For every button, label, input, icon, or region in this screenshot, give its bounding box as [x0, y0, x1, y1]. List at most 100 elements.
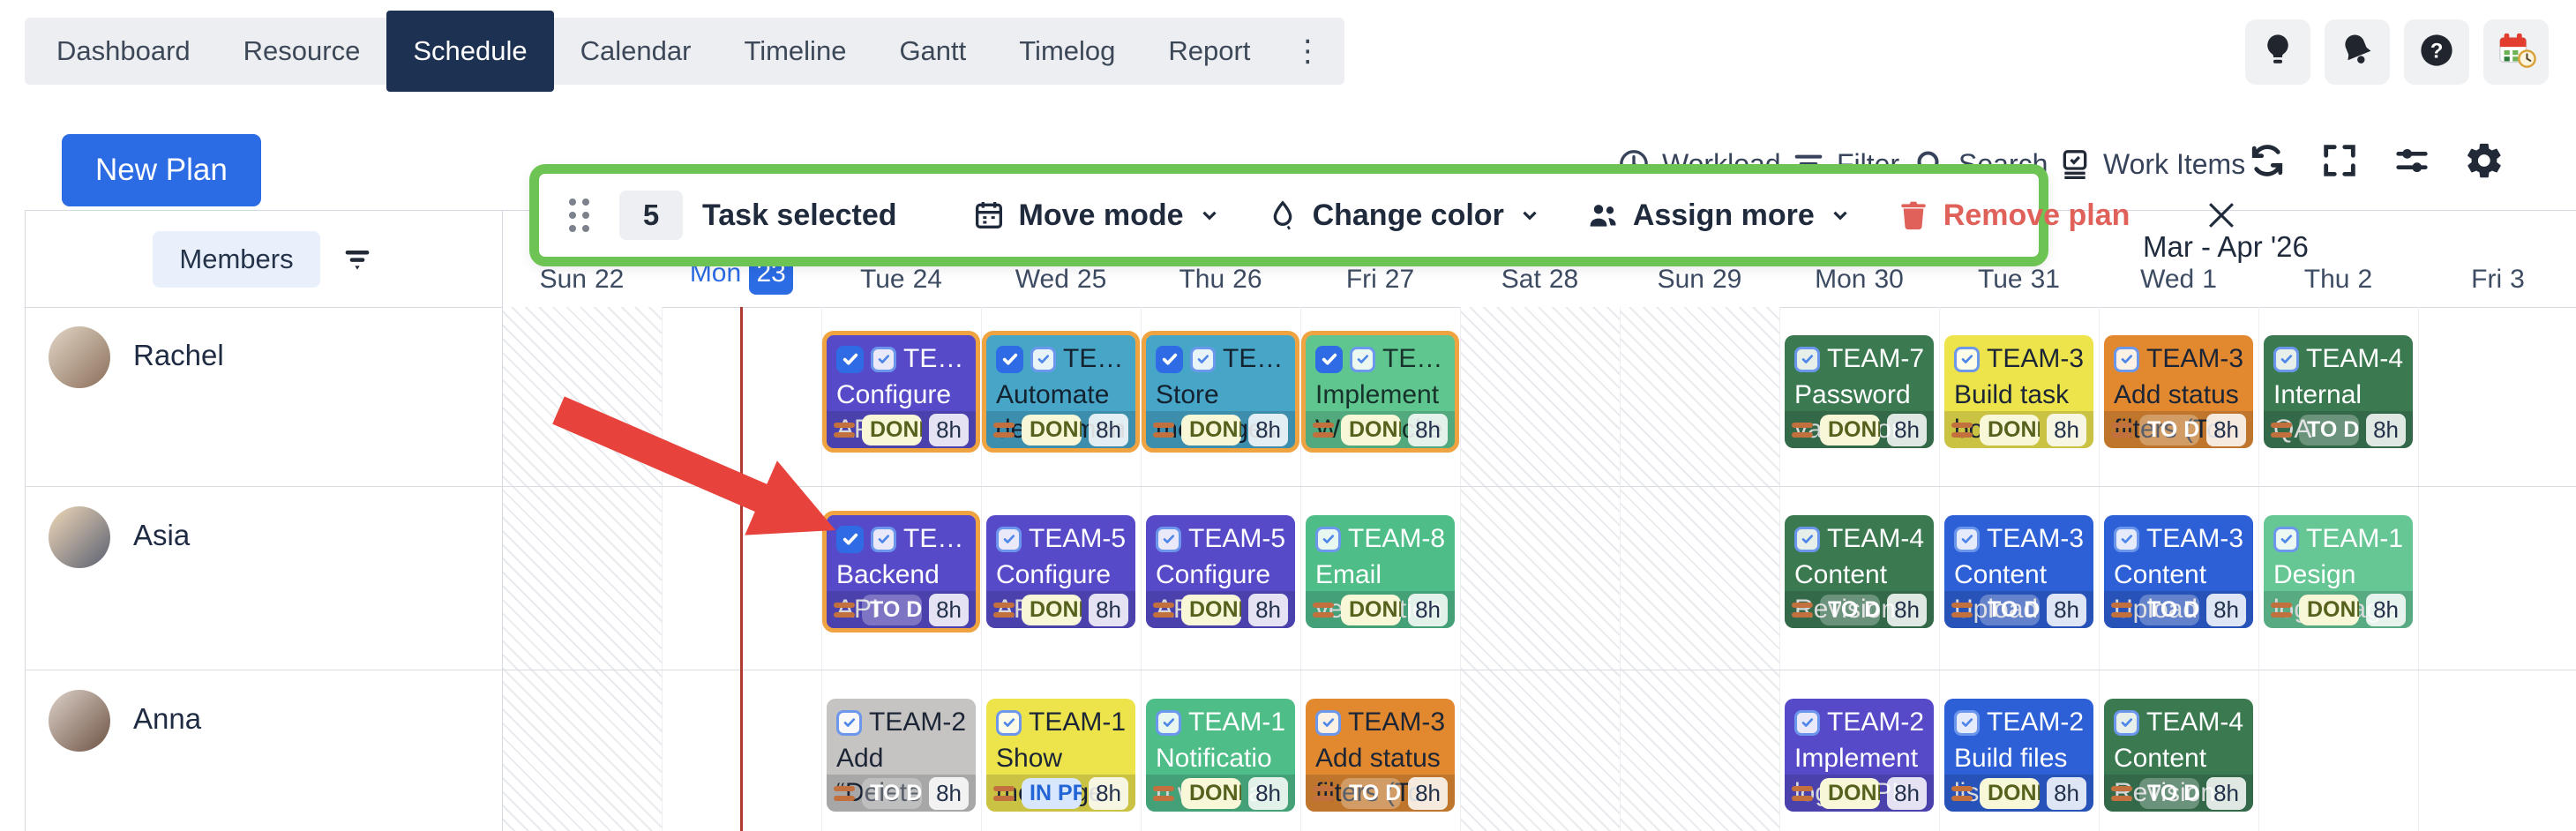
task-card-te[interactable]: TE…Store messages inDONE8h [1142, 331, 1299, 453]
fullscreen-button[interactable] [2313, 134, 2366, 187]
work-items-button[interactable]: Work Items [2057, 138, 2245, 191]
settings-button[interactable] [2458, 134, 2511, 187]
members-group-button[interactable]: Members [153, 230, 320, 288]
task-type-icon [836, 709, 862, 736]
task-key: TEAM-44 [1827, 524, 1924, 553]
member-row-anna[interactable]: Anna [26, 670, 501, 831]
column-gridline [1460, 307, 1461, 831]
task-type-icon [2273, 346, 2299, 372]
task-title: Internal QA [2273, 380, 2363, 444]
task-card-team-21[interactable]: TEAM-21Build files list UIDONE8h [1944, 699, 2093, 812]
member-filter-icon[interactable] [340, 242, 375, 277]
estimate-badge: 8h [929, 776, 969, 810]
day-header-sun-22[interactable]: Sun 22 [502, 265, 662, 295]
task-type-icon [1350, 346, 1375, 372]
display-options-button[interactable] [2385, 134, 2438, 187]
notifications-bell-button[interactable] [2325, 19, 2390, 85]
assign-more-dropdown[interactable]: Assign more [1585, 198, 1852, 233]
selected-checkbox[interactable] [996, 345, 1023, 373]
task-card-header: TEAM-21 [1954, 707, 2084, 737]
close-icon[interactable] [2202, 196, 2241, 235]
refresh-button[interactable] [2241, 134, 2294, 187]
day-header-fri-27[interactable]: Fri 27 [1300, 265, 1460, 295]
help-button[interactable]: ? [2404, 19, 2469, 85]
task-card-te[interactable]: TE…Automate deploymentDONE8h [982, 331, 1140, 453]
day-header-sat-28[interactable]: Sat 28 [1460, 265, 1620, 295]
task-card-team-53[interactable]: TEAM-53Configure API gatewaysDONE8h [1146, 515, 1295, 628]
task-card-body: TEAM-16Notification when a new [1146, 699, 1295, 812]
move-mode-dropdown[interactable]: Move mode [971, 198, 1221, 233]
task-key: TEAM-44 [2146, 707, 2243, 737]
selected-checkbox[interactable] [1315, 345, 1343, 373]
task-card-te[interactable]: TE…Configure APIDONE8h [822, 331, 980, 453]
nav-tab-timeline[interactable]: Timeline [744, 35, 847, 66]
task-card-header: TE… [1315, 344, 1445, 374]
dow-label: Thu [1179, 265, 1225, 294]
status-badge: TO DO [2139, 777, 2200, 809]
task-title: Content Revision [2114, 744, 2216, 807]
task-card-team-16[interactable]: TEAM-16Notification when a newDONE8h [1146, 699, 1295, 812]
nav-tab-calendar[interactable]: Calendar [580, 35, 692, 66]
day-header-wed-25[interactable]: Wed 25 [981, 265, 1141, 295]
task-type-icon [1315, 709, 1341, 736]
task-card-body: TEAM-44 Content Revision [2104, 699, 2253, 812]
change-color-dropdown[interactable]: Change color [1265, 198, 1541, 233]
member-row-rachel[interactable]: Rachel [26, 307, 501, 487]
kebab-menu-icon[interactable]: ⋮ [1292, 34, 1324, 68]
app-calendar-clock-button[interactable] [2483, 19, 2549, 85]
estimate-badge: 8h [1248, 593, 1288, 626]
member-row-asia[interactable]: Asia [26, 487, 501, 670]
day-header-sun-29[interactable]: Sun 29 [1620, 265, 1779, 295]
priority-medium-icon [1951, 602, 1973, 618]
task-card-te[interactable]: TE…Implement WebSocketDONE8h [1301, 331, 1459, 453]
task-card-team-12[interactable]: TEAM-12Show messageIN PRO...8h [986, 699, 1135, 812]
selected-checkbox[interactable] [836, 345, 864, 373]
nav-tab-dashboard[interactable]: Dashboard [56, 35, 191, 66]
selection-label: Task selected [702, 198, 897, 232]
new-plan-button[interactable]: New Plan [62, 134, 261, 206]
date-num-label: 31 [2030, 265, 2060, 294]
selected-checkbox[interactable] [1156, 345, 1183, 373]
day-header-mon-30[interactable]: Mon 30 [1779, 265, 1939, 295]
task-card-team-23[interactable]: TEAM-23 Add “Delete File” functionTO DO8h [827, 699, 976, 812]
day-header-tue-31[interactable]: Tue 31 [1939, 265, 2099, 295]
lightbulb-button[interactable] [2245, 19, 2310, 85]
nav-tab-schedule[interactable]: Schedule [386, 11, 554, 92]
task-title: Add “Delete File” function [836, 744, 922, 807]
task-card-team-53[interactable]: TEAM-53Configure API gatewaysDONE8h [986, 515, 1135, 628]
nav-tab-gantt[interactable]: Gantt [899, 35, 967, 66]
task-card-footer: DONE8h [1146, 411, 1295, 448]
task-key: TEAM-8 [1348, 524, 1445, 553]
weekend-shading [1620, 307, 1779, 831]
status-badge: DONE [1980, 777, 2041, 809]
timeline-header: Members Mar - Apr '26 Sun 22 Mon 23 Tue 24 Wed… [26, 211, 2576, 308]
task-card-team-33[interactable]: TEAM-33 Add status filters (To Do,TO DO8h [1306, 699, 1455, 812]
priority-medium-icon [1153, 785, 1174, 801]
drag-handle-icon[interactable] [569, 198, 589, 232]
task-type-icon [2114, 709, 2139, 736]
status-badge: DONE [1181, 777, 1242, 809]
day-header-thu-26[interactable]: Thu 26 [1141, 265, 1300, 295]
nav-tab-timelog[interactable]: Timelog [1019, 35, 1116, 66]
nav-tab-resource[interactable]: Resource [243, 35, 361, 66]
status-badge: TO DO [862, 594, 923, 625]
day-header-wed-1[interactable]: Wed 1 [2099, 265, 2258, 295]
nav-tab-report[interactable]: Report [1168, 35, 1251, 66]
day-header-tue-24[interactable]: Tue 24 [821, 265, 981, 295]
task-card-team-31[interactable]: TEAM-31Build task boardDONE8h [1944, 335, 2093, 448]
task-card-team-33[interactable]: TEAM-33 Add status filters (To Do,TO DO8h [2104, 335, 2253, 448]
selected-checkbox[interactable] [836, 525, 864, 553]
remove-plan-button[interactable]: Remove plan [1896, 198, 2130, 233]
day-header-thu-2[interactable]: Thu 2 [2258, 265, 2418, 295]
day-header-fri-3[interactable]: Fri 3 [2418, 265, 2576, 295]
